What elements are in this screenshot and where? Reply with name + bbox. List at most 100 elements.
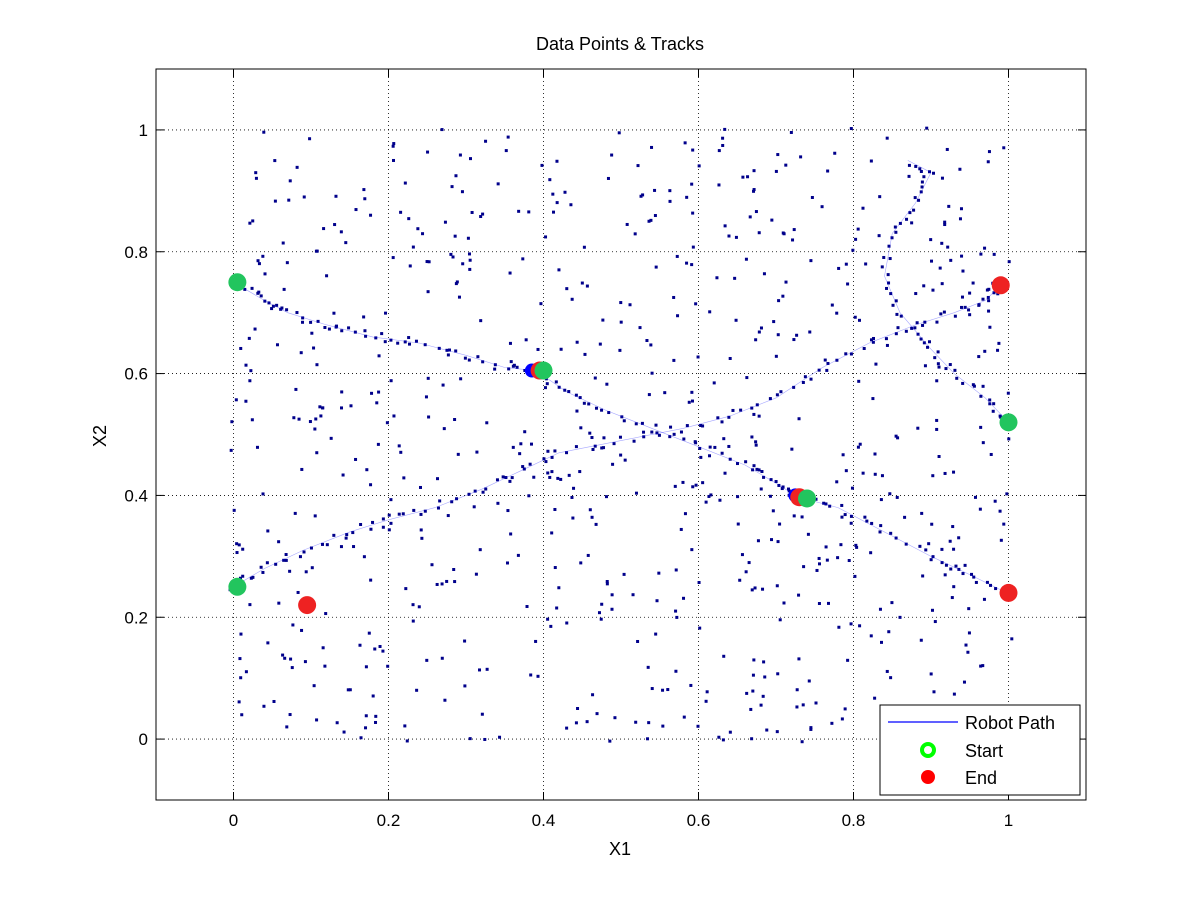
data-point <box>591 693 595 697</box>
data-point <box>235 551 239 555</box>
data-point <box>540 163 544 167</box>
data-point <box>385 421 389 425</box>
data-point <box>792 514 796 518</box>
data-point <box>968 291 972 295</box>
data-point <box>789 130 793 134</box>
x-tick-label: 0.8 <box>842 811 866 830</box>
track-point <box>787 489 791 493</box>
track-point <box>988 398 992 402</box>
data-point <box>771 509 775 513</box>
data-point <box>752 188 756 192</box>
data-point <box>611 462 615 466</box>
data-point <box>426 376 430 380</box>
data-point <box>485 667 489 671</box>
data-point <box>782 232 786 236</box>
data-point <box>722 437 726 441</box>
track-point <box>594 406 598 410</box>
data-point <box>895 495 899 499</box>
track-point <box>935 320 939 324</box>
data-point <box>776 153 780 157</box>
data-point <box>403 181 407 185</box>
data-point <box>359 736 363 740</box>
track-point <box>274 562 278 566</box>
data-point <box>948 539 952 543</box>
data-point <box>557 586 561 590</box>
data-point <box>736 495 740 499</box>
data-point <box>288 179 292 183</box>
data-point <box>968 313 972 317</box>
data-point <box>966 650 970 654</box>
data-point <box>619 453 623 457</box>
data-point <box>854 543 858 547</box>
data-point <box>613 716 617 720</box>
track-point <box>423 343 427 347</box>
data-point <box>546 449 550 453</box>
data-point <box>436 477 440 481</box>
data-point <box>290 666 294 670</box>
data-point <box>321 646 325 650</box>
data-point <box>998 509 1002 513</box>
data-point <box>377 354 381 358</box>
track-point <box>888 257 892 261</box>
data-point <box>593 444 597 448</box>
data-point <box>529 442 533 446</box>
data-point <box>273 199 277 203</box>
data-point <box>468 267 472 271</box>
data-point <box>752 658 756 662</box>
data-point <box>858 442 862 446</box>
track-point <box>898 221 902 225</box>
data-point <box>508 341 512 345</box>
data-point <box>781 485 785 489</box>
data-point <box>987 309 991 313</box>
track-point <box>447 348 451 352</box>
data-point <box>619 301 623 305</box>
data-point <box>844 262 848 266</box>
data-point <box>598 342 602 346</box>
data-point <box>641 193 645 197</box>
data-point <box>450 185 454 189</box>
track-point <box>249 576 253 580</box>
data-point <box>979 252 983 256</box>
data-point <box>261 492 265 496</box>
data-point <box>371 694 375 698</box>
track-point <box>840 503 844 507</box>
track-point <box>309 546 313 550</box>
legend-box <box>879 704 1081 796</box>
data-point <box>810 195 814 199</box>
data-point <box>958 167 962 171</box>
track-point <box>727 415 731 419</box>
data-point <box>315 718 319 722</box>
data-point <box>1005 492 1009 496</box>
data-point <box>253 327 257 331</box>
data-point <box>427 415 431 419</box>
data-point <box>957 536 961 540</box>
track-point <box>920 185 924 189</box>
legend-end-label: End <box>965 768 997 788</box>
data-point <box>674 568 678 572</box>
track-point <box>414 339 418 343</box>
data-point <box>775 584 779 588</box>
data-point <box>266 641 270 645</box>
track-point <box>708 454 712 458</box>
data-point <box>907 174 911 178</box>
data-point <box>254 176 258 180</box>
track-point <box>238 576 242 580</box>
data-point <box>579 426 583 430</box>
data-point <box>229 448 233 452</box>
data-point <box>661 724 665 728</box>
data-point <box>799 155 803 159</box>
track-point <box>989 583 993 587</box>
data-point <box>321 406 325 410</box>
data-point <box>814 701 818 705</box>
data-point <box>505 561 509 565</box>
track-point <box>974 580 978 584</box>
track-point <box>967 308 971 312</box>
data-point <box>511 445 515 449</box>
data-point <box>723 127 727 131</box>
data-point <box>453 234 457 238</box>
data-point <box>691 211 695 215</box>
data-point <box>694 302 698 306</box>
data-point <box>519 442 523 446</box>
track-point <box>701 424 705 428</box>
track-point <box>544 460 548 464</box>
